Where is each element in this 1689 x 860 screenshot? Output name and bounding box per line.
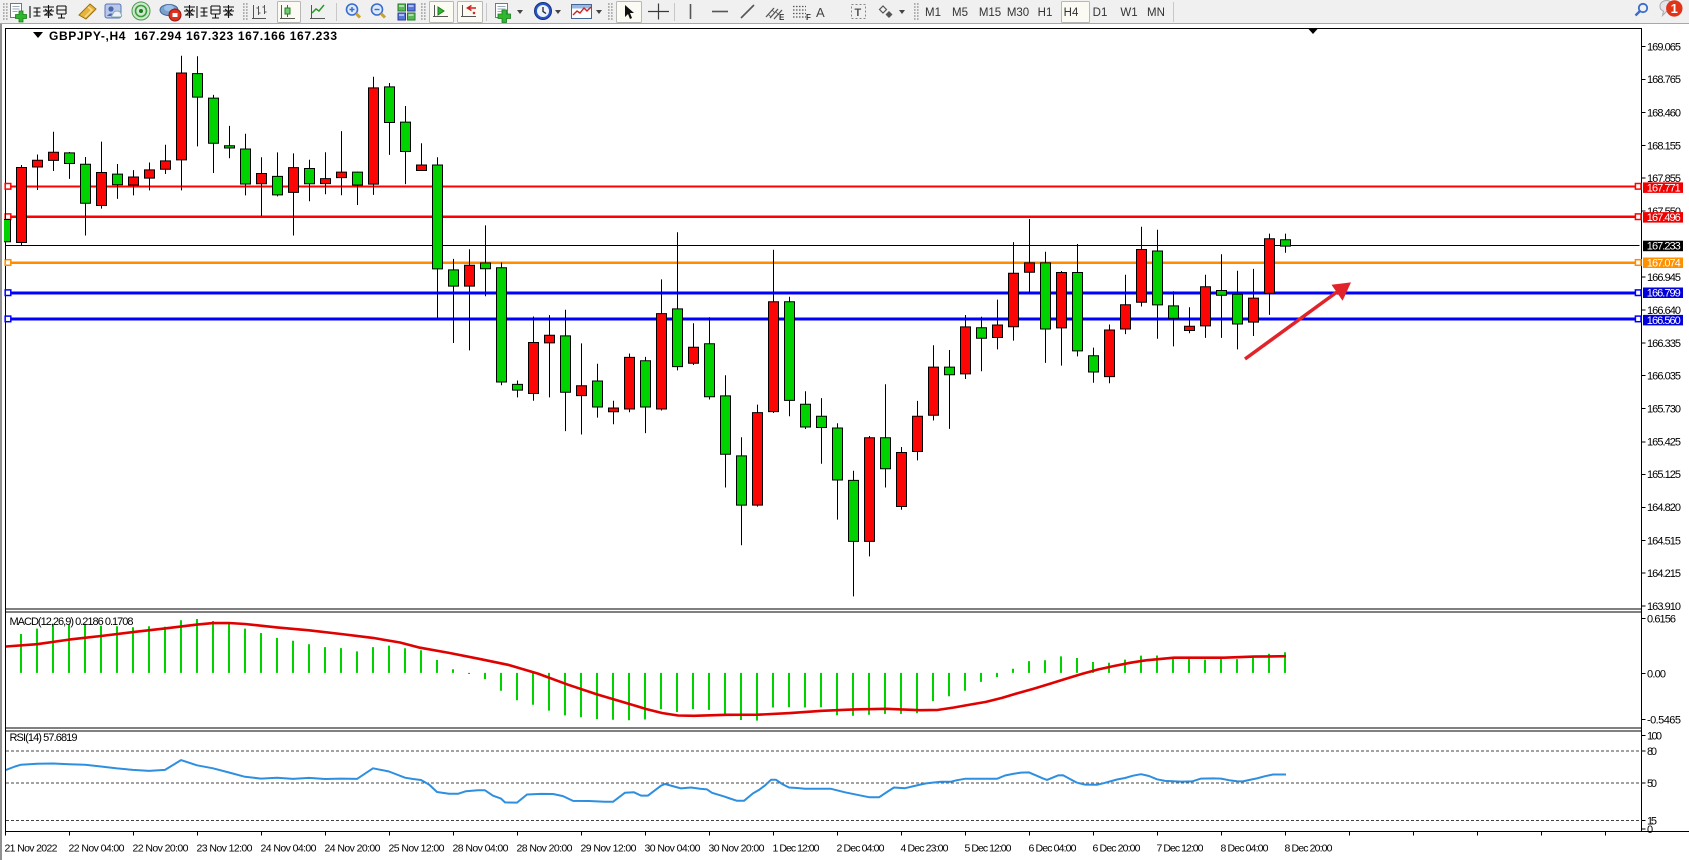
svg-text:M5: M5 [952,7,968,19]
svg-text:168.765: 168.765 [1647,74,1681,86]
svg-text:166.640: 166.640 [1647,305,1681,317]
svg-text:1 Dec 12:00: 1 Dec 12:00 [773,843,820,855]
svg-text:167.074: 167.074 [1647,258,1681,270]
svg-text:21 Nov 2022: 21 Nov 2022 [5,843,58,855]
svg-text:GBPJPY-,H4 167.294 167.323 16: GBPJPY-,H4 167.294 167.323 167.166 167.2… [49,29,337,43]
svg-text:5 Dec 12:00: 5 Dec 12:00 [965,843,1012,855]
svg-text:T: T [855,7,862,19]
svg-text:164.215: 164.215 [1647,568,1681,580]
svg-text:163.910: 163.910 [1647,601,1681,613]
svg-text:25 Nov 12:00: 25 Nov 12:00 [389,843,445,855]
svg-text:165.425: 165.425 [1647,437,1681,449]
svg-text:30 Nov 04:00: 30 Nov 04:00 [645,843,701,855]
svg-text:166.560: 166.560 [1647,315,1681,327]
svg-text:8 Dec 04:00: 8 Dec 04:00 [1221,843,1269,855]
svg-text:-0.5465: -0.5465 [1647,715,1681,727]
svg-text:4 Dec 23:00: 4 Dec 23:00 [901,843,949,855]
svg-text:23 Nov 12:00: 23 Nov 12:00 [197,843,253,855]
svg-text:167.233: 167.233 [1647,241,1681,253]
svg-text:A: A [816,5,825,20]
svg-text:167.771: 167.771 [1647,182,1681,194]
svg-text:22 Nov 20:00: 22 Nov 20:00 [133,843,189,855]
svg-text:28 Nov 20:00: 28 Nov 20:00 [517,843,573,855]
svg-text:0.00: 0.00 [1647,668,1666,680]
svg-text:169.065: 169.065 [1647,41,1681,53]
svg-text:15: 15 [1647,815,1657,827]
svg-text:22 Nov 04:00: 22 Nov 04:00 [69,843,125,855]
svg-text:164.515: 164.515 [1647,535,1681,547]
svg-text:H4: H4 [1064,7,1079,19]
svg-text:0: 0 [1647,824,1653,836]
svg-text:6 Dec 20:00: 6 Dec 20:00 [1093,843,1141,855]
svg-text:168.460: 168.460 [1647,107,1681,119]
svg-text:M1: M1 [925,7,941,19]
svg-text:164.820: 164.820 [1647,502,1681,514]
svg-text:29 Nov 12:00: 29 Nov 12:00 [581,843,637,855]
svg-text:166.945: 166.945 [1647,272,1681,284]
svg-text:167.855: 167.855 [1647,173,1681,185]
svg-text:166.335: 166.335 [1647,338,1681,350]
svg-text:6 Dec 04:00: 6 Dec 04:00 [1029,843,1077,855]
svg-text:D1: D1 [1093,7,1108,19]
svg-text:50: 50 [1647,778,1657,790]
svg-text:RSI(14) 57.6819: RSI(14) 57.6819 [10,732,78,744]
svg-text:F: F [806,13,811,22]
svg-text:8 Dec 20:00: 8 Dec 20:00 [1285,843,1333,855]
svg-text:30 Nov 20:00: 30 Nov 20:00 [709,843,765,855]
svg-text:24 Nov 04:00: 24 Nov 04:00 [261,843,317,855]
svg-text:7 Dec 12:00: 7 Dec 12:00 [1157,843,1204,855]
svg-text:24 Nov 20:00: 24 Nov 20:00 [325,843,381,855]
svg-text:80: 80 [1647,746,1657,758]
svg-text:H1: H1 [1038,7,1053,19]
svg-text:M30: M30 [1007,7,1029,19]
svg-text:28 Nov 04:00: 28 Nov 04:00 [453,843,509,855]
svg-text:165.125: 165.125 [1647,469,1681,481]
svg-text:168.155: 168.155 [1647,140,1681,152]
svg-text:M15: M15 [979,7,1001,19]
svg-text:0.6156: 0.6156 [1647,613,1676,625]
svg-text:166.799: 166.799 [1647,288,1681,300]
svg-text:100: 100 [1647,730,1662,742]
svg-text:MACD(12,26,9) 0.2186 0.1708: MACD(12,26,9) 0.2186 0.1708 [10,616,134,628]
svg-text:166.035: 166.035 [1647,370,1681,382]
svg-text:1: 1 [1671,1,1678,16]
svg-text:W1: W1 [1120,7,1137,19]
svg-text:E: E [779,13,785,22]
svg-text:167.496: 167.496 [1647,212,1681,224]
svg-text:165.730: 165.730 [1647,404,1681,416]
svg-text:2 Dec 04:00: 2 Dec 04:00 [837,843,885,855]
svg-text:MN: MN [1147,7,1165,19]
